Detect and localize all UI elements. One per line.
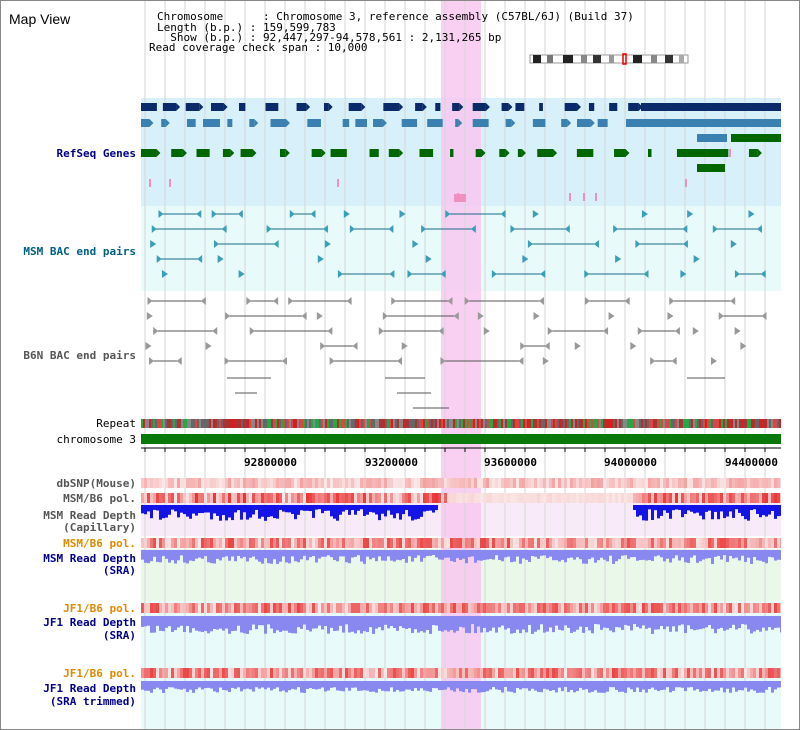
chromosome-ideogram[interactable] [529,53,691,65]
track-label-msm-depth-capillary-sub: (Capillary) [63,521,136,534]
show-range-info: Show (b.p.) : 92,447,297-94,578,561 : 2,… [157,31,502,44]
track-label-jf1-depth-trimmed[interactable]: JF1 Read Depth [43,682,136,695]
track-label-refseq-genes[interactable]: RefSeq Genes [56,147,136,160]
page-title: Map View [9,11,71,27]
track-label-msm-depth-sra[interactable]: MSM Read Depth [43,552,136,565]
chromosome-info: Chromosome : Chromosome 3, reference ass… [157,10,634,23]
axis-tick-label: 94400000 [725,456,778,469]
track-label-jf1-pol-2[interactable]: JF1/B6 pol. [63,667,136,680]
track-label-msm-depth-sra-sub: (SRA) [102,564,136,577]
track-label-repeat[interactable]: Repeat [96,417,136,430]
gene-block [681,149,725,157]
track-label-jf1-pol-1[interactable]: JF1/B6 pol. [63,602,136,615]
track-label-msm-pol-1[interactable]: MSM/B6 pol. [63,492,136,505]
axis-tick-label: 94000000 [604,456,657,469]
track-label-dbsnp[interactable]: dbSNP(Mouse) [56,477,136,490]
gene-block [641,103,781,111]
track-label-b6n-bac[interactable]: B6N BAC end pairs [23,349,136,362]
gene-block [697,164,725,172]
track-label-jf1-depth-trimmed-sub: (SRA trimmed) [49,695,136,708]
genome-plot-area[interactable] [141,1,781,729]
gene-block [697,134,727,142]
track-label-jf1-depth-sra[interactable]: JF1 Read Depth [43,616,136,629]
track-label-msm-depth-capillary[interactable]: MSM Read Depth [43,509,136,522]
track-label-msm-bac[interactable]: MSM BAC end pairs [23,245,136,258]
gene-block [731,134,781,142]
track-label-msm-pol-2[interactable]: MSM/B6 pol. [63,537,136,550]
gene-block [641,119,781,127]
track-label-chromosome[interactable]: chromosome 3 [56,433,136,446]
track-label-jf1-depth-sra-sub: (SRA) [102,629,136,642]
length-info: Length (b.p.) : 159,599,783 [157,21,336,34]
axis-tick-label: 93200000 [365,456,418,469]
axis-tick-label: 93600000 [484,456,537,469]
chromosome-bar [141,434,781,444]
axis-tick-label: 92800000 [244,456,297,469]
coverage-span-info: Read coverage check span : 10,000 [149,41,368,54]
